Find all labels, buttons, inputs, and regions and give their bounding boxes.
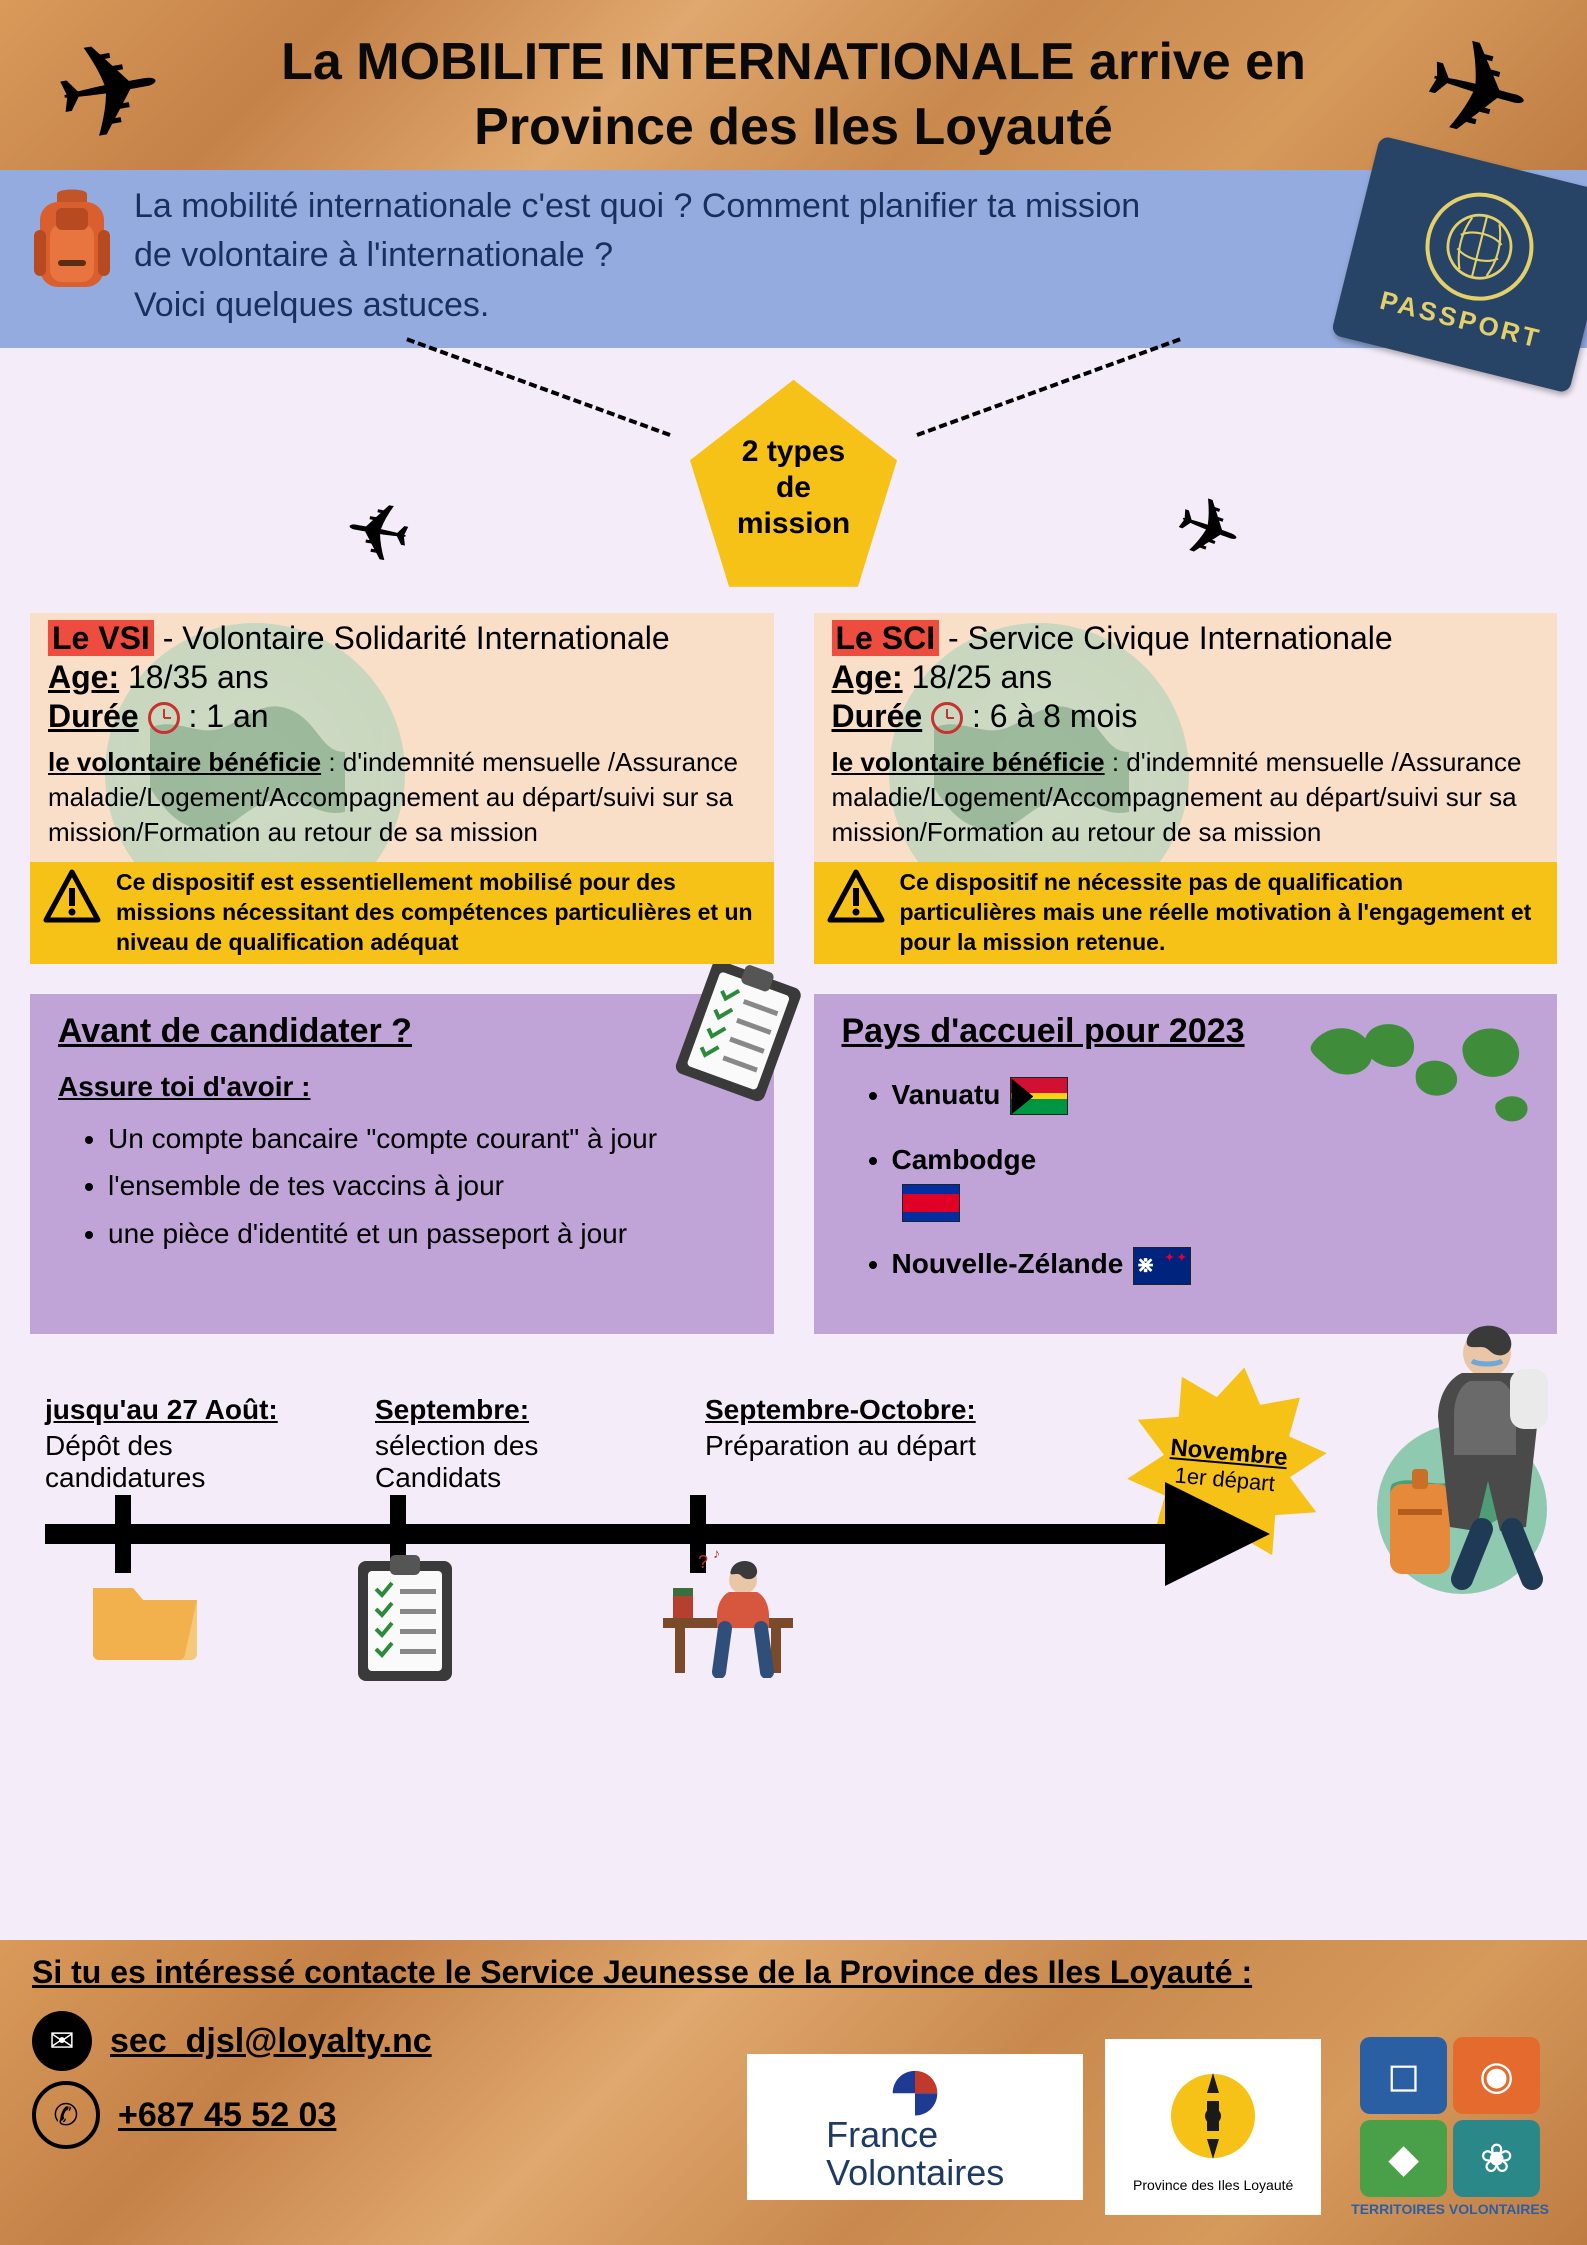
before-title: Avant de candidater ? [58,1012,746,1051]
sci-title: - Service Civique Internationale [948,620,1393,656]
clock-icon [931,702,963,734]
svg-text:?: ? [698,1552,708,1572]
logo-territoires-volontaires: ◻◉ ◆❀ TERRITOIRES VOLONTAIRES [1343,2029,1557,2225]
card-vsi: Le VSI - Volontaire Solidarité Internati… [30,613,774,964]
pentagon-area: ✈ ✈ 2 types de mission [0,348,1587,613]
sci-dur-label: Durée [832,698,923,734]
intro-band: La mobilité internationale c'est quoi ? … [0,170,1587,348]
sci-age-label: Age: [832,659,903,695]
before-apply-box: Avant de candidater ? Assure toi d'avoir… [30,994,774,1334]
vsi-title: - Volontaire Solidarité Internationale [163,620,670,656]
dashed-line-left [406,337,670,437]
list-item: Un compte bancaire "compte courant" à jo… [108,1115,746,1163]
countries-box: Pays d'accueil pour 2023 Vanuatu Cambodg… [814,994,1558,1334]
contact-phone: +687 45 52 03 [118,2096,336,2135]
sci-warning: Ce dispositif ne nécessite pas de qualif… [814,862,1558,964]
flag-new-zealand-icon [1133,1247,1191,1285]
footer-wood: Si tu es intéressé contacte le Service J… [0,1940,1587,2245]
intro-tips: Voici quelques astuces. [134,281,1184,330]
pentagon-badge: 2 types de mission [679,373,909,603]
flag-cambodia-icon [902,1184,960,1222]
clipboard-icon [350,1549,1562,1689]
pentagon-text: 2 types de mission [737,434,850,542]
timeline-step-2: Septembre: sélection des Candidats [375,1394,665,1494]
sci-tag: Le SCI [832,620,940,656]
vsi-tag: Le VSI [48,620,154,656]
timeline: jusqu'au 27 Août: Dépôt des candidatures… [0,1394,1587,1794]
country-item: Cambodge [892,1136,1530,1222]
vsi-duration: : 1 an [188,698,268,734]
mail-icon: ✉ [32,2011,92,2071]
list-item: une pièce d'identité et un passeport à j… [108,1210,746,1258]
clock-icon [148,702,180,734]
plane-icon-small-right: ✈ [1161,474,1256,584]
vsi-dur-label: Durée [48,698,139,734]
study-icon: ?♪ [653,1548,803,1678]
plane-icon-small-left: ✈ [337,478,419,581]
before-lead: Assure toi d'avoir : [58,1071,311,1102]
timeline-step-1: jusqu'au 27 Août: Dépôt des candidatures [45,1394,335,1494]
intro-question: La mobilité internationale c'est quoi ? … [134,182,1184,281]
intro-text: La mobilité internationale c'est quoi ? … [134,182,1184,330]
warning-icon [42,868,102,928]
footer-logos: FranceVolontaires Province des Iles Loya… [747,2029,1557,2225]
dashed-line-right [916,337,1180,437]
warning-icon [826,868,886,928]
header-wood: ✈ ✈ La MOBILITE INTERNATIONALE arrive en… [0,0,1587,170]
vsi-warning: Ce dispositif est essentiellement mobili… [30,862,774,964]
passport-globe-icon [1414,181,1545,312]
sci-duration: : 6 à 8 mois [972,698,1137,734]
phone-icon: ✆ [32,2081,100,2149]
title-band: La MOBILITE INTERNATIONALE arrive en Pro… [0,5,1587,165]
vsi-age-label: Age: [48,659,119,695]
title-line2: Province des Iles Loyauté [474,98,1113,156]
flag-vanuatu-icon [1010,1077,1068,1115]
contact-email: sec_djsl@loyalty.nc [110,2022,432,2061]
mission-cards: Le VSI - Volontaire Solidarité Internati… [0,613,1587,964]
backpack-icon [22,182,122,297]
list-item: l'ensemble de tes vaccins à jour [108,1162,746,1210]
vsi-age: 18/35 ans [128,659,269,695]
world-map-icon [1302,1004,1552,1144]
country-item: Nouvelle-Zélande [892,1240,1530,1288]
purple-row: Avant de candidater ? Assure toi d'avoir… [0,964,1587,1334]
contact-cta: Si tu es intéressé contacte le Service J… [32,1954,1555,1991]
vsi-warn-text: Ce dispositif est essentiellement mobili… [116,868,762,958]
sci-age: 18/25 ans [912,659,1053,695]
logo-province-iles-loyaute: Province des Iles Loyauté [1105,2039,1321,2215]
card-sci: Le SCI - Service Civique Internationale … [814,613,1558,964]
title-line1: La MOBILITE INTERNATIONALE arrive en [281,33,1306,91]
timeline-step-3: Septembre-Octobre: Préparation au départ [705,1394,995,1494]
page-title: La MOBILITE INTERNATIONALE arrive en Pro… [0,5,1587,160]
before-items: Un compte bancaire "compte courant" à jo… [78,1115,746,1258]
vsi-benef-lead: le volontaire bénéficie [48,747,321,777]
folder-icon [85,1564,205,1664]
timeline-arrow [45,1524,1215,1544]
svg-text:♪: ♪ [713,1548,720,1561]
logo-france-volontaires: FranceVolontaires [747,2054,1083,2200]
sci-benef-lead: le volontaire bénéficie [832,747,1105,777]
sci-warn-text: Ce dispositif ne nécessite pas de qualif… [900,868,1546,958]
page: ✈ ✈ La MOBILITE INTERNATIONALE arrive en… [0,0,1587,2245]
